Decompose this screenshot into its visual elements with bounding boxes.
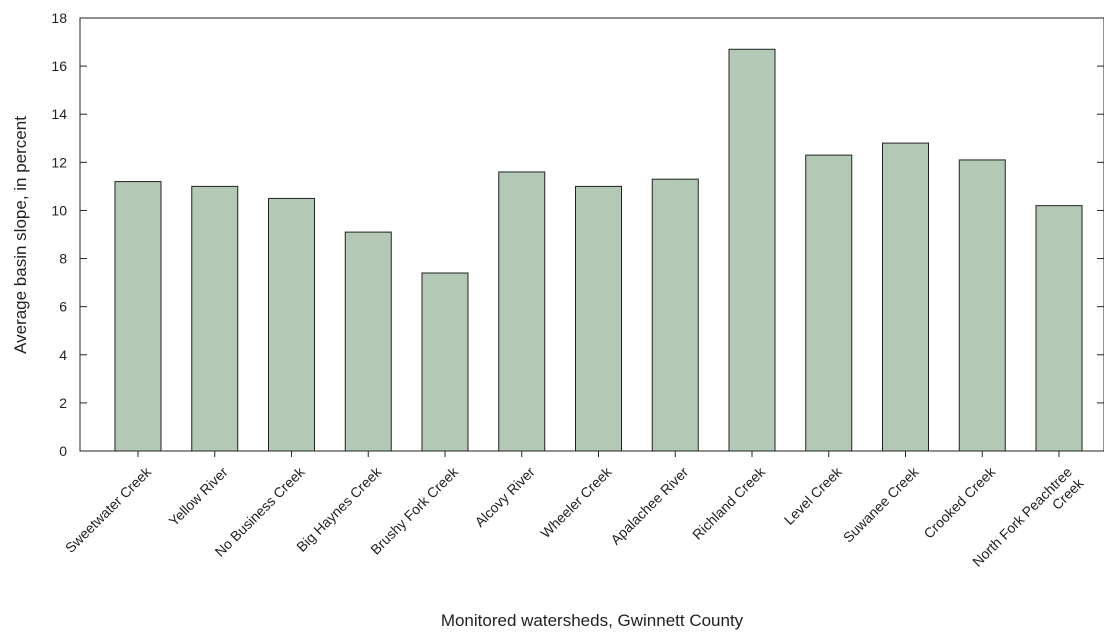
- x-tick-label: Sweetwater Creek: [62, 463, 155, 556]
- y-tick-label: 12: [51, 154, 67, 170]
- x-tick-label: Yellow River: [165, 463, 231, 529]
- x-tick-label: Suwanee Creek: [840, 463, 922, 545]
- x-tick-label: Wheeler Creek: [537, 463, 615, 541]
- bar: [882, 142, 929, 452]
- bar: [498, 171, 546, 452]
- x-tick-label: Level Creek: [781, 463, 846, 528]
- y-axis-title: Average basin slope, in percent: [11, 116, 30, 354]
- x-tick-label: Richland Creek: [689, 463, 769, 543]
- x-tick-label: Alcovy River: [471, 463, 538, 530]
- y-tick-label: 14: [51, 106, 67, 122]
- bar: [728, 48, 776, 452]
- x-axis-title: Monitored watersheds, Gwinnett County: [441, 611, 744, 630]
- bar: [651, 178, 699, 452]
- y-tick-label: 6: [59, 299, 67, 315]
- bar: [114, 181, 162, 452]
- plot-frame: [79, 17, 1104, 452]
- y-axis: 0 2 4 6 8 10 12 14 16 18: [51, 10, 1104, 459]
- y-tick-label: 2: [59, 395, 67, 411]
- y-tick-label: 16: [51, 58, 67, 74]
- y-tick-label: 18: [51, 10, 67, 26]
- bar: [191, 185, 239, 452]
- bar: [805, 154, 853, 452]
- bar: [421, 272, 469, 452]
- y-tick-label: 8: [59, 251, 67, 267]
- bar: [344, 231, 392, 452]
- bar: [575, 185, 622, 452]
- bar: [958, 159, 1006, 452]
- y-tick-label: 10: [51, 202, 67, 218]
- x-tick-label: Crooked Creek: [920, 463, 999, 542]
- x-tick-label: Apalachee River: [607, 463, 691, 547]
- y-tick-label: 0: [59, 443, 67, 459]
- y-tick-label: 4: [59, 347, 67, 363]
- bar: [268, 197, 315, 452]
- bars-group: [114, 48, 1083, 452]
- bar: [1035, 205, 1083, 452]
